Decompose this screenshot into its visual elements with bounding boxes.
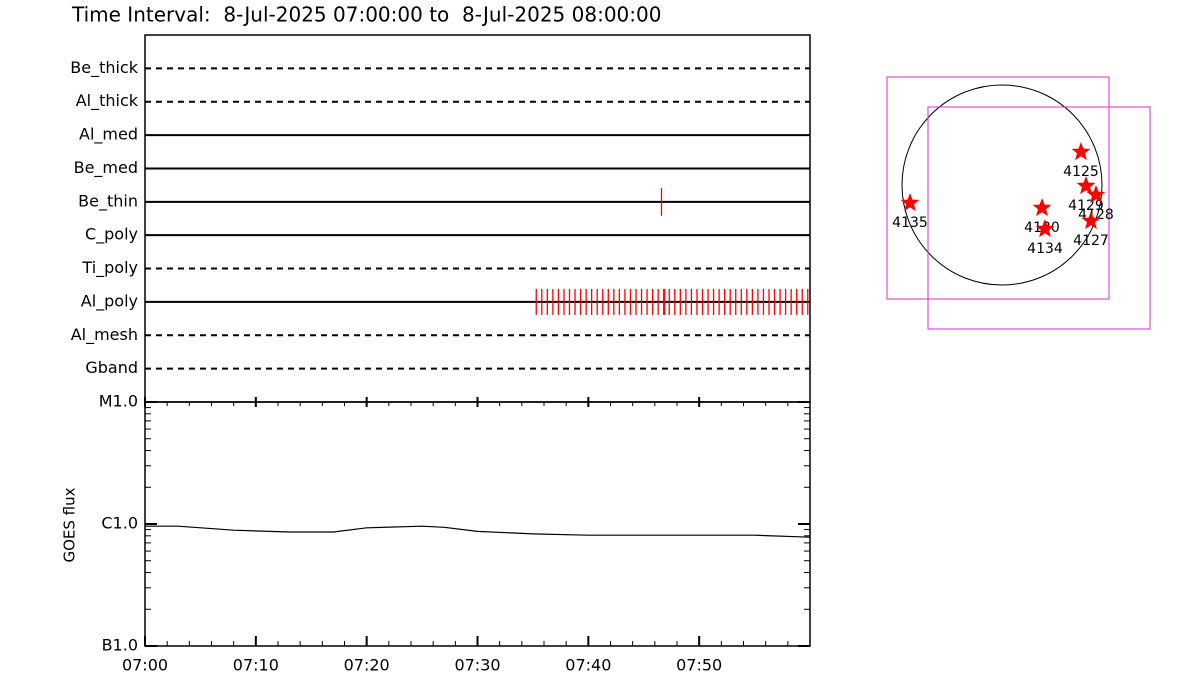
x-tick-label: 07:10	[233, 656, 279, 675]
region-label: 4125	[1063, 164, 1099, 180]
x-tick-label: 07:50	[676, 656, 722, 675]
flux-line	[145, 525, 811, 538]
row-label: Al_med	[79, 125, 138, 145]
region-star	[1076, 176, 1096, 195]
region-star	[1035, 219, 1055, 238]
region-star	[1086, 185, 1106, 204]
chart-title: Time Interval: 8-Jul-2025 07:00:00 to 8-…	[71, 3, 661, 27]
row-label: Al_thick	[76, 91, 139, 111]
region-label: 4129	[1068, 198, 1104, 214]
row-label: Gband	[85, 358, 138, 377]
x-tick-label: 07:30	[454, 656, 500, 675]
row-label: Al_mesh	[71, 325, 138, 345]
region-label: 4135	[892, 215, 928, 231]
fov-box	[886, 76, 1110, 300]
x-tick-label: 07:40	[565, 656, 611, 675]
row-label: Be_thin	[78, 191, 138, 211]
region-star	[1071, 142, 1091, 161]
region-star	[1032, 198, 1052, 217]
fov-box	[927, 106, 1151, 330]
y-tick-label: B1.0	[102, 636, 138, 655]
region-label: 4134	[1027, 241, 1063, 257]
y-axis-label: GOES flux	[61, 487, 79, 562]
flux-panel-frame	[144, 401, 811, 647]
row-label: Al_poly	[81, 291, 138, 311]
solar-disk	[901, 84, 1103, 286]
row-label: C_poly	[85, 225, 138, 245]
y-tick-label: M1.0	[99, 392, 138, 411]
x-tick-label: 07:00	[122, 656, 168, 675]
region-star	[900, 193, 920, 212]
region-star	[1081, 211, 1101, 230]
region-label: 4127	[1073, 233, 1109, 249]
row-label: Ti_poly	[81, 258, 138, 278]
x-tick-label: 07:20	[344, 656, 390, 675]
y-tick-label: C1.0	[101, 514, 138, 533]
row-label: Be_med	[74, 158, 138, 178]
event-panel-frame	[144, 34, 811, 403]
row-label: Be_thick	[70, 58, 138, 78]
